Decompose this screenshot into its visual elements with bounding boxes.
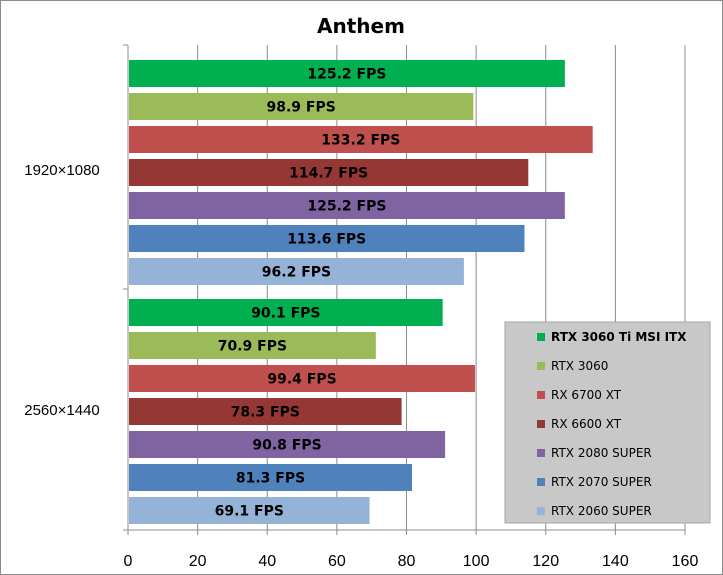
- x-tick-label: 20: [189, 553, 207, 570]
- bar-data-label: 125.2 FPS: [307, 67, 386, 83]
- x-tick-label: 60: [328, 553, 346, 570]
- chart-title: Anthem: [317, 14, 405, 38]
- bar-data-label: 70.9 FPS: [218, 339, 287, 355]
- legend-item-label: RX 6700 XT: [551, 388, 622, 402]
- bar-data-label: 78.3 FPS: [231, 405, 300, 421]
- bar-layer: 125.2 FPS 98.9 FPS 133.2 FPS 114.7 FPS 125.2…: [129, 60, 593, 524]
- legend-item-label: RTX 2060 SUPER: [551, 504, 652, 518]
- bar: [129, 225, 525, 252]
- bar-data-label: 90.1 FPS: [251, 306, 320, 322]
- x-tick-label: 40: [258, 553, 276, 570]
- legend-swatch: [537, 449, 545, 457]
- bar: [129, 332, 376, 359]
- x-tick-label: 80: [398, 553, 416, 570]
- bar: [129, 192, 565, 219]
- legend-swatch: [537, 420, 545, 428]
- bar-data-label: 113.6 FPS: [287, 232, 366, 248]
- bar: [129, 60, 565, 87]
- bar-data-label: 96.2 FPS: [262, 265, 331, 281]
- x-tick-label: 0: [124, 553, 133, 570]
- bar-data-label: 81.3 FPS: [236, 471, 305, 487]
- legend-item-label: RTX 3060 Ti MSI ITX: [551, 330, 687, 344]
- legend-item-label: RTX 2070 SUPER: [551, 475, 652, 489]
- bar-data-label: 90.8 FPS: [252, 438, 321, 454]
- bar-data-label: 133.2 FPS: [321, 133, 400, 149]
- legend-swatch: [537, 362, 545, 370]
- bar-data-label: 69.1 FPS: [215, 504, 284, 520]
- bar-data-label: 114.7 FPS: [289, 166, 368, 182]
- bar: [129, 299, 443, 326]
- x-tick-label: 120: [532, 553, 559, 570]
- bar: [129, 497, 370, 524]
- legend-swatch: [537, 478, 545, 486]
- bar: [129, 365, 476, 392]
- bar: [129, 159, 529, 186]
- category-label: 1920×1080: [24, 162, 100, 179]
- x-tick-label: 100: [463, 553, 490, 570]
- legend-item-label: RTX 2080 SUPER: [551, 446, 652, 460]
- x-tick-label: 140: [602, 553, 629, 570]
- bar: [129, 258, 464, 285]
- bar-data-label: 125.2 FPS: [307, 199, 386, 215]
- bar-data-label: 98.9 FPS: [266, 100, 335, 116]
- legend-item-label: RX 6600 XT: [551, 417, 622, 431]
- bar: [129, 398, 402, 425]
- bar: [129, 464, 413, 491]
- bar: [129, 93, 474, 120]
- category-label: 2560×1440: [24, 402, 100, 419]
- bar: [129, 126, 593, 153]
- legend-item-label: RTX 3060: [551, 359, 608, 373]
- axis-layer: 0 20 40 60 80 100 120 140 160 1920×1080 2560×1440: [24, 44, 699, 570]
- legend-swatch: [537, 391, 545, 399]
- legend-swatch: [537, 333, 545, 341]
- bar-data-label: 99.4 FPS: [267, 372, 336, 388]
- legend-swatch: [537, 507, 545, 515]
- bar: [129, 431, 446, 458]
- x-tick-label: 160: [672, 553, 699, 570]
- legend: RTX 3060 Ti MSI ITX RTX 3060 RX 6700 XT RX …: [504, 321, 711, 524]
